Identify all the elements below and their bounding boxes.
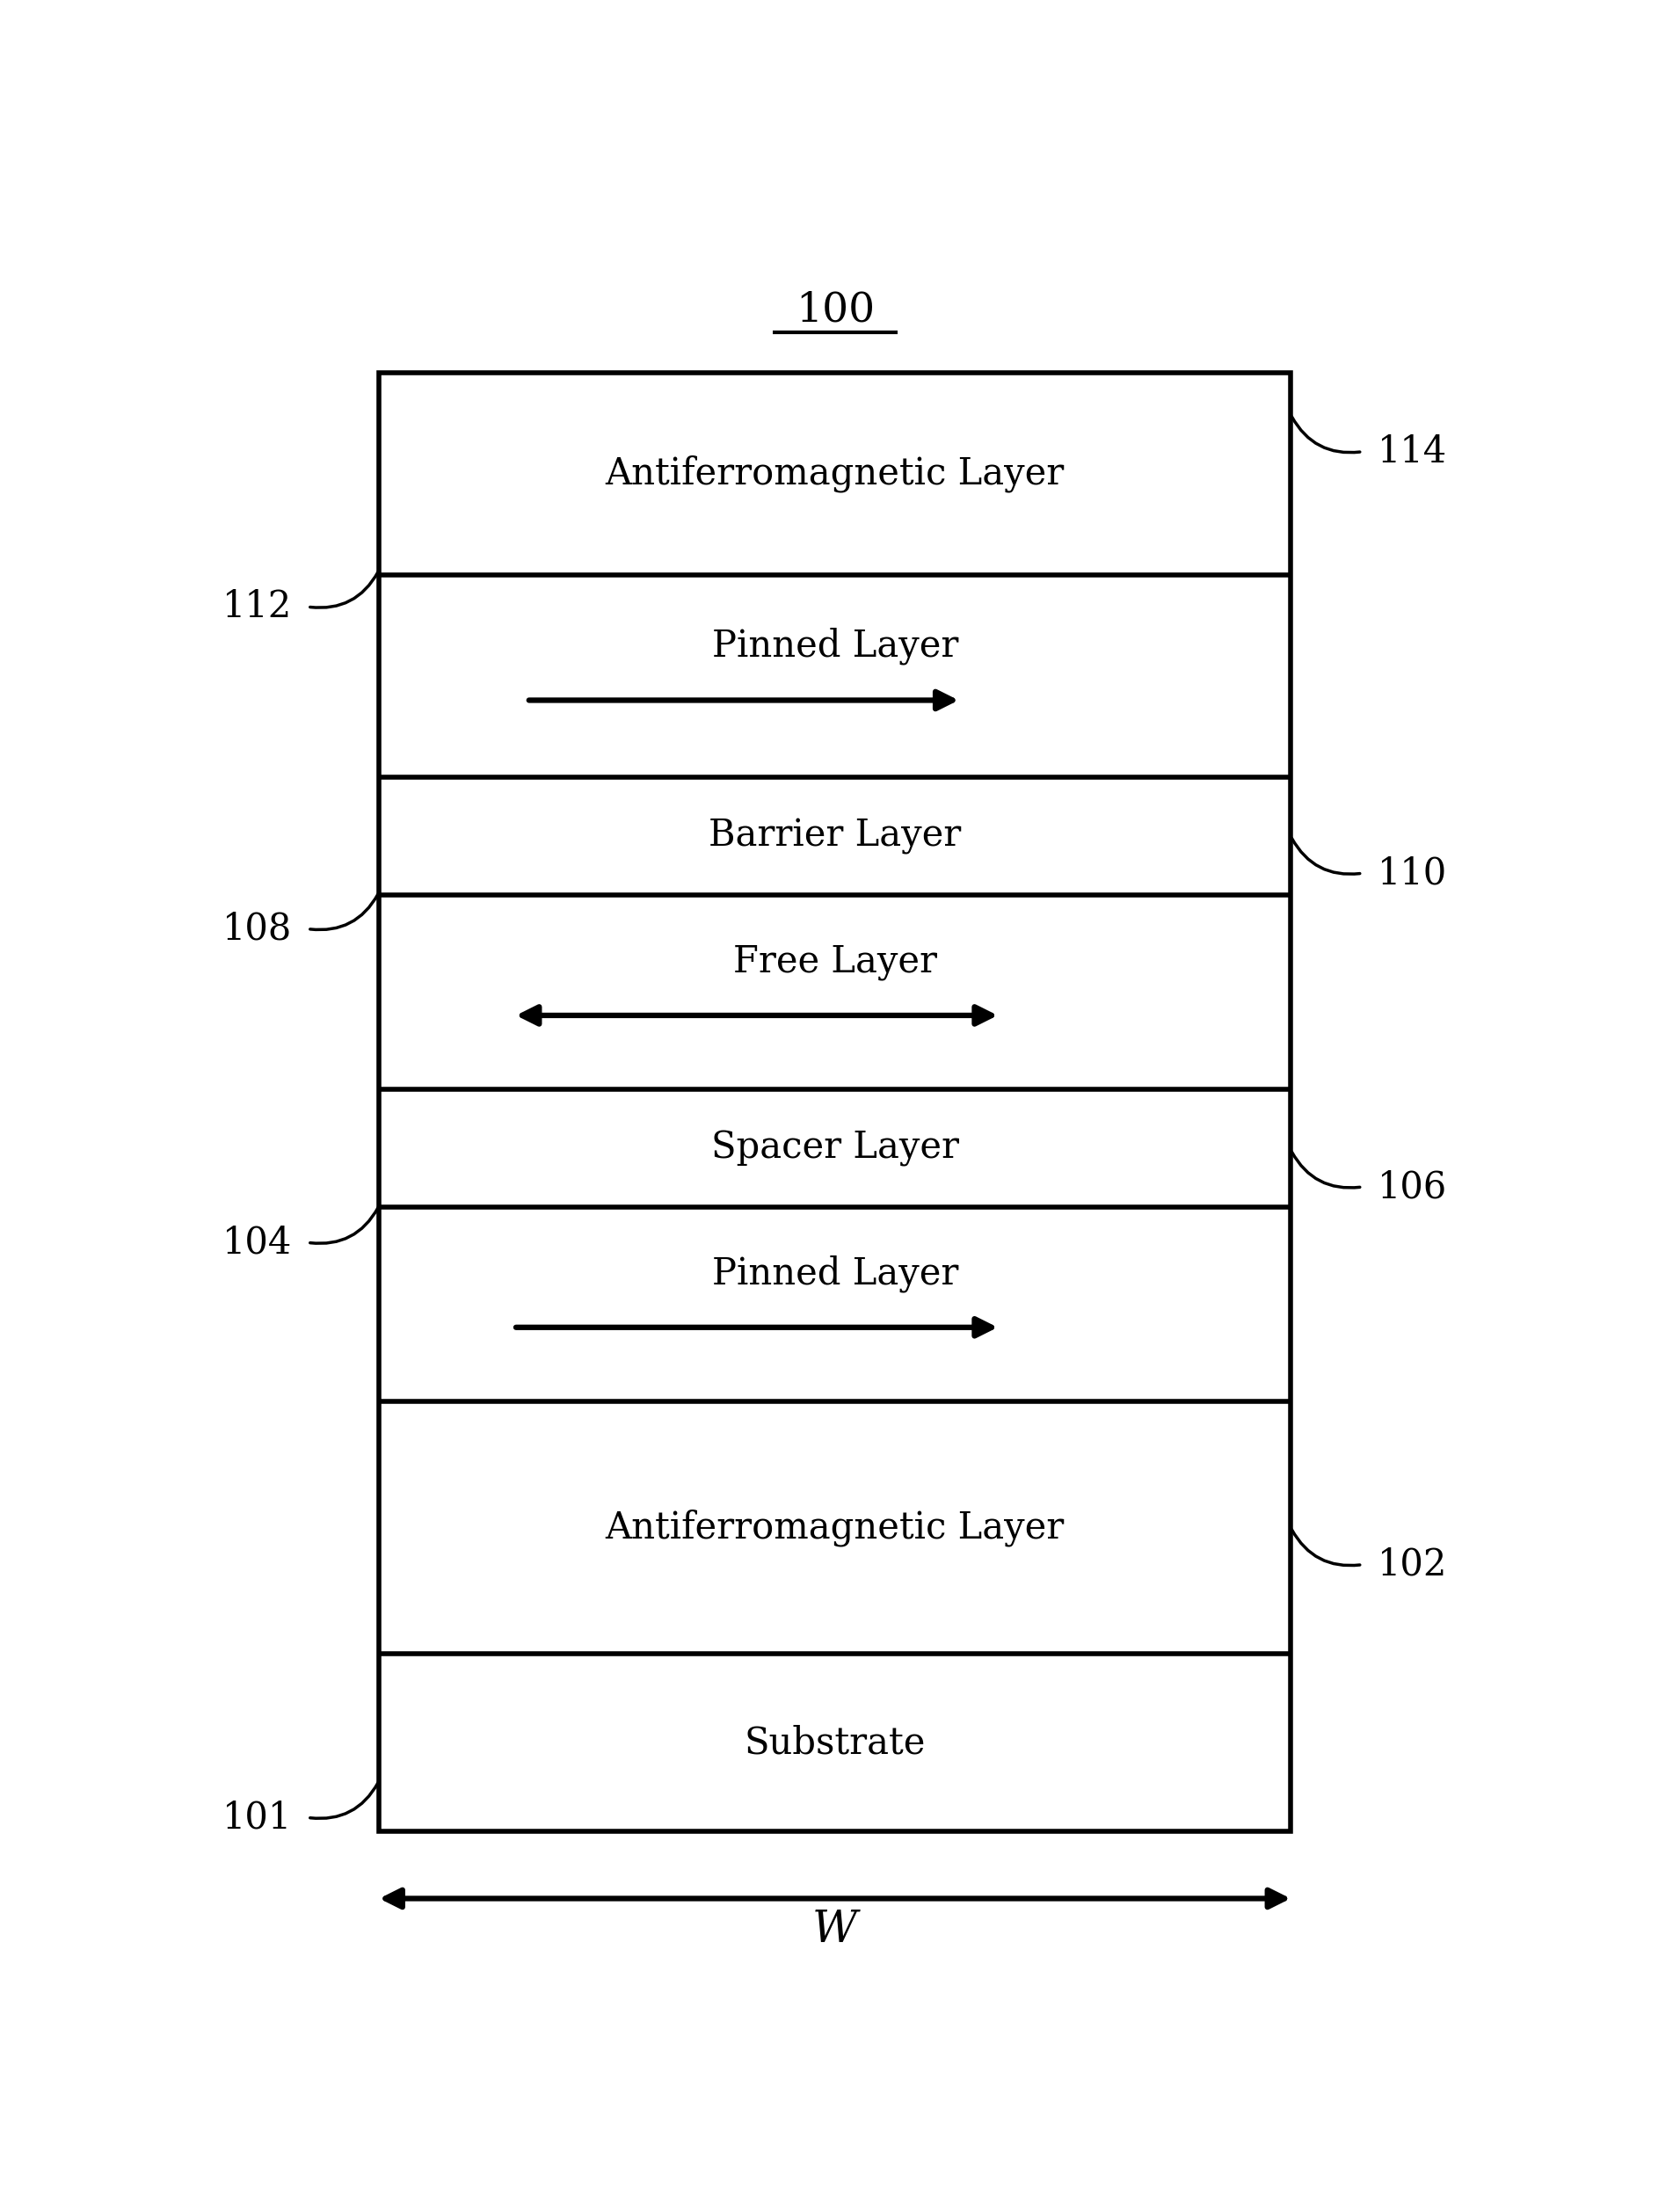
Text: Free Layer: Free Layer — [732, 944, 937, 981]
Bar — [380, 372, 1290, 1831]
Text: 108: 108 — [222, 911, 292, 948]
Text: 114: 114 — [1378, 434, 1448, 471]
Text: 104: 104 — [222, 1224, 292, 1261]
Text: Barrier Layer: Barrier Layer — [709, 817, 961, 854]
Text: 101: 101 — [222, 1800, 292, 1835]
Text: 100: 100 — [795, 289, 875, 331]
Text: Antiferromagnetic Layer: Antiferromagnetic Layer — [605, 456, 1065, 493]
Text: Spacer Layer: Spacer Layer — [711, 1130, 959, 1167]
Text: Antiferromagnetic Layer: Antiferromagnetic Layer — [605, 1509, 1065, 1546]
Text: 106: 106 — [1378, 1169, 1448, 1205]
Text: W: W — [813, 1910, 857, 1951]
Text: Pinned Layer: Pinned Layer — [712, 626, 958, 664]
Text: 110: 110 — [1378, 854, 1448, 891]
Text: Substrate: Substrate — [744, 1724, 926, 1761]
Text: Pinned Layer: Pinned Layer — [712, 1255, 958, 1292]
Text: 102: 102 — [1378, 1546, 1448, 1583]
Text: 112: 112 — [222, 589, 292, 626]
